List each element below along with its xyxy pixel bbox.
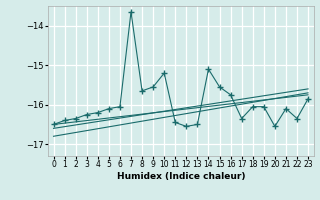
X-axis label: Humidex (Indice chaleur): Humidex (Indice chaleur) — [116, 172, 245, 181]
